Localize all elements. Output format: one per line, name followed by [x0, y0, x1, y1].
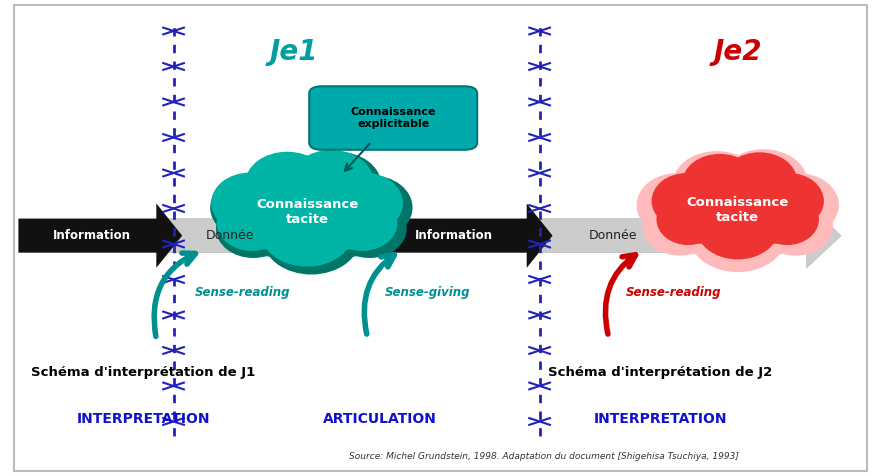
Text: ARTICULATION: ARTICULATION — [323, 412, 437, 426]
Text: INTERPRETATION: INTERPRETATION — [77, 412, 210, 426]
Ellipse shape — [724, 174, 811, 244]
Ellipse shape — [673, 151, 761, 217]
Ellipse shape — [262, 201, 360, 275]
Ellipse shape — [260, 197, 353, 267]
Ellipse shape — [295, 176, 398, 257]
Ellipse shape — [212, 173, 288, 234]
Text: Schéma d'interprétation de J1: Schéma d'interprétation de J1 — [31, 366, 255, 378]
Ellipse shape — [664, 174, 752, 244]
FancyBboxPatch shape — [309, 86, 477, 150]
Text: Sense-giving: Sense-giving — [385, 286, 470, 298]
FancyArrow shape — [18, 203, 182, 268]
Ellipse shape — [636, 173, 718, 238]
Ellipse shape — [754, 173, 824, 229]
Ellipse shape — [696, 196, 780, 259]
Text: Donnée: Donnée — [588, 229, 637, 242]
Ellipse shape — [293, 151, 381, 218]
Ellipse shape — [225, 173, 323, 250]
Text: Information: Information — [52, 229, 131, 242]
Ellipse shape — [326, 173, 403, 234]
Text: Donnée: Donnée — [205, 229, 253, 242]
Ellipse shape — [755, 194, 819, 245]
Ellipse shape — [332, 199, 406, 258]
Ellipse shape — [211, 176, 292, 239]
FancyArrow shape — [18, 203, 841, 268]
Ellipse shape — [674, 159, 801, 260]
Ellipse shape — [642, 197, 717, 256]
Text: Schéma d'interprétation de J2: Schéma d'interprétation de J2 — [548, 366, 773, 378]
Text: Connaissance
tacite: Connaissance tacite — [687, 196, 789, 224]
Ellipse shape — [289, 150, 373, 213]
Ellipse shape — [246, 159, 368, 255]
Text: Connaissance
explicitable: Connaissance explicitable — [350, 107, 436, 129]
Ellipse shape — [331, 176, 413, 239]
Ellipse shape — [292, 173, 389, 250]
FancyBboxPatch shape — [14, 5, 867, 471]
Text: Sense-reading: Sense-reading — [195, 286, 290, 298]
Ellipse shape — [721, 174, 824, 255]
Text: Je1: Je1 — [270, 38, 318, 66]
Text: Connaissance
tacite: Connaissance tacite — [256, 198, 358, 226]
Text: INTERPRETATION: INTERPRETATION — [593, 412, 727, 426]
Ellipse shape — [719, 149, 808, 215]
Ellipse shape — [247, 162, 375, 263]
Ellipse shape — [216, 199, 290, 258]
Text: Sense-reading: Sense-reading — [626, 286, 721, 298]
Ellipse shape — [217, 195, 288, 251]
Ellipse shape — [246, 152, 329, 214]
Ellipse shape — [651, 173, 721, 229]
Ellipse shape — [327, 195, 398, 251]
Text: Information: Information — [414, 229, 492, 242]
Ellipse shape — [758, 173, 839, 238]
Ellipse shape — [722, 152, 797, 210]
Ellipse shape — [656, 194, 720, 245]
Ellipse shape — [689, 199, 787, 272]
Ellipse shape — [246, 153, 335, 219]
Ellipse shape — [225, 176, 328, 257]
Text: Je2: Je2 — [713, 38, 762, 66]
Text: Source: Michel Grundstein, 1998. Adaptation du document [Shigehisa Tsuchiya, 199: Source: Michel Grundstein, 1998. Adaptat… — [349, 453, 739, 461]
Ellipse shape — [652, 174, 754, 255]
Ellipse shape — [683, 161, 792, 249]
Ellipse shape — [759, 197, 833, 256]
Ellipse shape — [683, 154, 758, 211]
FancyArrow shape — [385, 203, 552, 268]
